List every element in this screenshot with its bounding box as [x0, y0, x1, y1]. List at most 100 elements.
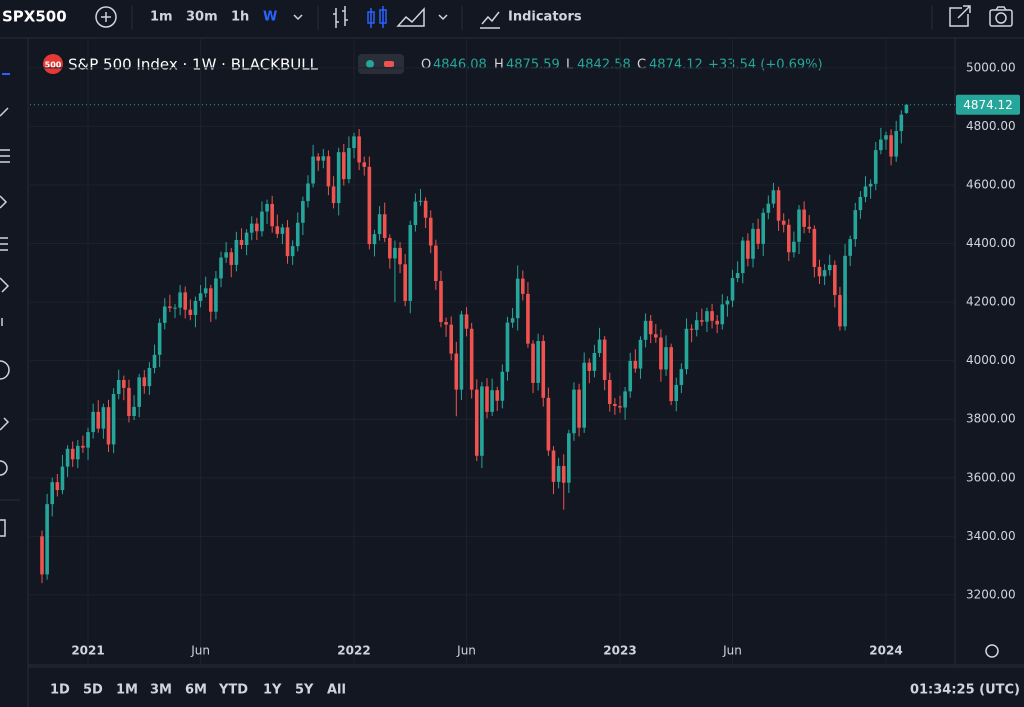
forecast-tool[interactable] — [0, 237, 8, 251]
candle-body — [786, 224, 791, 253]
y-tick-label: 3200.00 — [966, 587, 1016, 601]
area-style-button[interactable] — [396, 7, 425, 27]
interval-button-active[interactable]: W — [263, 10, 277, 25]
bottom-bar: 01:34:25 (UTC) 1D 5D 1M 3M 6M YTD 1Y 5Y All — [50, 683, 1020, 698]
legend-change: +33.54 (+0.69%) — [708, 58, 823, 73]
candle-body — [116, 379, 121, 395]
candle-body — [771, 190, 776, 204]
interval-button[interactable]: 1m — [150, 10, 173, 25]
indicators-icon[interactable] — [480, 11, 500, 29]
pattern-tool[interactable] — [0, 195, 8, 209]
candle-body — [602, 339, 607, 380]
y-tick-label: 3600.00 — [966, 470, 1016, 484]
candle-body — [275, 226, 280, 234]
candle-body — [393, 247, 397, 259]
candle-body — [700, 320, 704, 322]
candle-body — [551, 450, 556, 482]
candle-body — [761, 212, 766, 244]
zoom-tool[interactable] — [0, 417, 10, 431]
candle-body — [183, 292, 188, 310]
candle-style-button[interactable] — [367, 6, 387, 28]
symbol-search[interactable]: SPX500 — [2, 8, 67, 26]
range-button[interactable]: 3M — [150, 683, 172, 698]
candle-body — [91, 411, 95, 433]
candle-body — [904, 104, 909, 113]
interval-button[interactable]: 1h — [231, 10, 249, 25]
candle-body — [45, 504, 49, 575]
candle-body — [224, 252, 228, 258]
clock: 01:34:25 (UTC) — [910, 683, 1020, 698]
candle-body — [70, 448, 75, 460]
interval-button[interactable]: 30m — [186, 10, 218, 25]
range-button[interactable]: All — [327, 683, 346, 698]
range-button[interactable]: 6M — [185, 683, 207, 698]
candle-body — [654, 334, 658, 338]
candle-body — [398, 247, 402, 265]
symbol-badge — [43, 54, 63, 74]
candle-body — [490, 390, 494, 412]
candle-body — [495, 390, 500, 401]
candle-body — [306, 183, 310, 202]
candle-body — [536, 341, 540, 383]
candle-body — [873, 150, 878, 184]
candle-body — [669, 347, 673, 402]
candle-body — [173, 307, 177, 309]
candle-body — [357, 136, 361, 163]
interval-dropdown[interactable] — [293, 14, 303, 21]
trend-line-tool[interactable] — [0, 107, 9, 117]
candle-body — [623, 391, 627, 408]
candle-body — [423, 200, 428, 218]
candle-body — [147, 367, 152, 387]
candle-body — [382, 214, 387, 238]
candle-body — [474, 389, 479, 456]
candle-body — [746, 240, 750, 259]
y-tick-label: 4000.00 — [966, 353, 1016, 367]
candle-body — [725, 300, 730, 305]
brush-tool[interactable] — [0, 277, 10, 293]
chart-style-dropdown[interactable] — [438, 14, 448, 21]
legend-close: 4874.12 — [649, 58, 703, 73]
candle-body — [659, 337, 663, 370]
bar-style-button[interactable] — [333, 6, 348, 28]
candle-body — [643, 320, 648, 340]
candle-body — [244, 232, 249, 245]
legend: 500 S&P 500 Index · 1W · BLACKBULL O 484… — [43, 54, 823, 74]
lock-tool[interactable] — [0, 519, 6, 537]
candle-body — [208, 288, 213, 312]
x-tick-label: 2024 — [869, 644, 902, 658]
candle-body — [868, 183, 873, 187]
fib-tool[interactable] — [0, 149, 10, 163]
candle-body — [807, 226, 812, 229]
candle-body — [260, 211, 264, 232]
range-button[interactable]: 5Y — [295, 683, 314, 698]
range-button[interactable]: 1D — [50, 683, 70, 698]
range-button[interactable]: 1Y — [263, 683, 282, 698]
candle-body — [122, 379, 126, 388]
indicators-button[interactable]: Indicators — [508, 10, 582, 25]
symbol-badge-text: 500 — [45, 61, 62, 70]
compare-button[interactable] — [95, 6, 117, 28]
candle-body — [720, 304, 725, 325]
range-button[interactable]: 5D — [83, 683, 103, 698]
visibility-toggle[interactable] — [358, 54, 404, 74]
range-button[interactable]: 1M — [116, 683, 138, 698]
candle-body — [55, 482, 60, 491]
top-toolbar: SPX500 1m 30m 1h W Indicators — [0, 5, 1024, 39]
share-button[interactable] — [949, 5, 971, 27]
settings-button[interactable] — [985, 644, 999, 658]
candle-body — [40, 536, 44, 575]
magnet-tool[interactable] — [0, 460, 8, 476]
candle-body — [546, 397, 551, 451]
candle-body — [521, 278, 525, 294]
candle-body — [316, 156, 321, 161]
candle-body — [531, 343, 535, 383]
candle-body — [418, 200, 423, 202]
candle-body — [265, 203, 269, 212]
measure-tool[interactable] — [0, 360, 10, 380]
snapshot-button[interactable] — [989, 6, 1013, 27]
candle-body — [735, 273, 740, 279]
range-button[interactable]: YTD — [218, 683, 248, 698]
candle-body — [464, 314, 469, 329]
candle-body — [188, 309, 193, 315]
